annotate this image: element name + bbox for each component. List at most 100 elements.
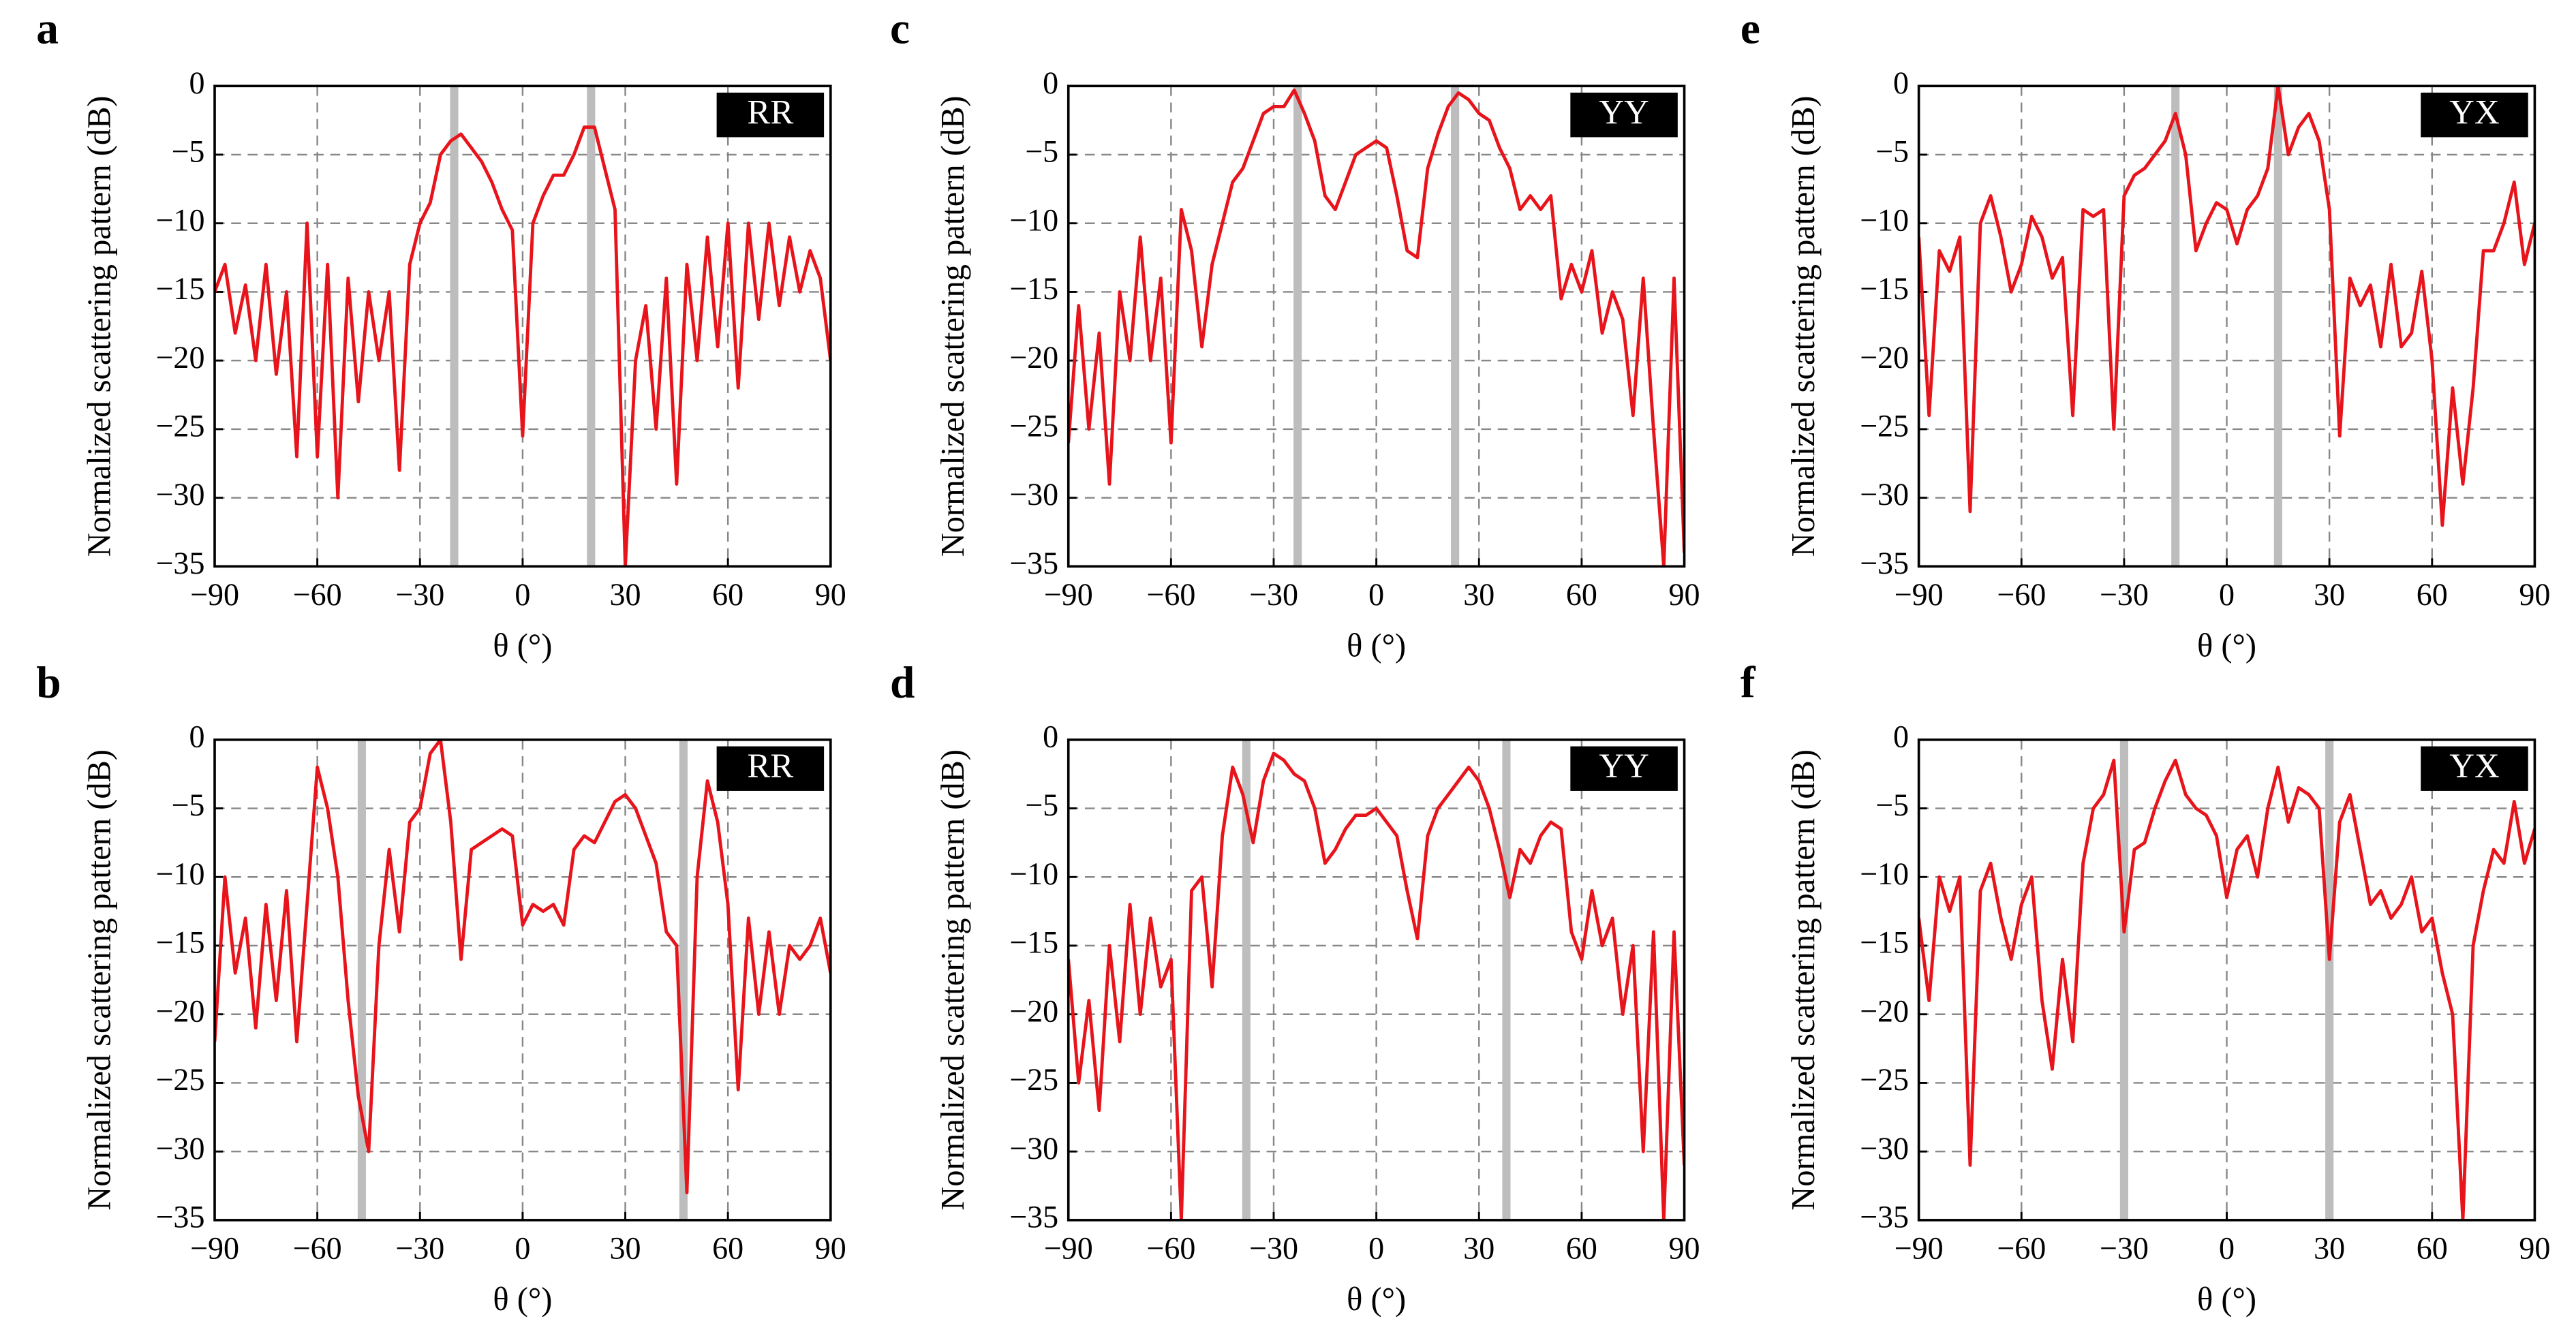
y-tick-label: −25	[155, 1062, 204, 1097]
y-tick-label: −15	[1860, 925, 1909, 960]
y-tick-label: −20	[1860, 993, 1909, 1028]
badge-label: RR	[747, 94, 793, 132]
badge-box	[716, 746, 825, 791]
panel: −90 −60 −30 0 30 60 90 −35 −30 −25 −20 −15 −10 −5 0 YX f…	[1741, 658, 2551, 1318]
y-axis-label: Normalized scattering pattern (dB)	[935, 95, 971, 557]
plot-frame	[213, 738, 832, 1222]
x-axis-label: θ (°)	[493, 1281, 552, 1318]
y-tick-label: −30	[155, 477, 204, 512]
data-line	[1918, 86, 2535, 527]
y-axis-label: Normalized scattering pattern (dB)	[1785, 749, 1822, 1211]
x-tick-label: 30	[2314, 1231, 2345, 1266]
x-tick-label: 30	[610, 577, 641, 612]
data-line	[1918, 758, 2535, 1220]
data-line	[1068, 88, 1685, 567]
x-tick-label: −60	[293, 1231, 342, 1266]
y-tick-label: −5	[1875, 134, 1909, 169]
highlight-band	[2119, 739, 2128, 1220]
x-axis-label: θ (°)	[2197, 628, 2256, 664]
y-tick-label: −5	[1025, 134, 1058, 169]
x-tick-label: −30	[1249, 577, 1298, 612]
badge-label: YY	[1599, 747, 1649, 786]
x-axis-label: θ (°)	[493, 628, 552, 664]
panel: −90 −60 −30 0 30 60 90 −35 −30 −25 −20 −15 −10 −5 0 YX e…	[1741, 5, 2551, 664]
x-tick-label: −90	[1895, 577, 1944, 612]
y-tick-label: −25	[1009, 408, 1058, 443]
y-tick-label: −15	[1009, 925, 1058, 960]
x-tick-label: 90	[1669, 1231, 1700, 1266]
x-tick-label: −90	[190, 1231, 239, 1266]
plot-frame	[1067, 738, 1686, 1222]
x-axis-label: θ (°)	[1347, 1281, 1406, 1318]
plot-frame	[213, 84, 832, 568]
y-tick-label: −20	[155, 340, 204, 375]
y-tick-label: −5	[1875, 788, 1909, 822]
highlight-band	[1502, 739, 1511, 1220]
y-tick-label: −35	[1860, 1199, 1909, 1234]
y-tick-label: 0	[189, 65, 204, 100]
highlight-band	[1293, 86, 1302, 567]
y-tick-label: 0	[1043, 65, 1058, 100]
y-tick-label: −25	[1860, 1062, 1909, 1097]
y-tick-label: −30	[1009, 477, 1058, 512]
plot-frame	[1067, 84, 1686, 568]
x-tick-label: 90	[815, 1231, 846, 1266]
panel: −90 −60 −30 0 30 60 90 −35 −30 −25 −20 −15 −10 −5 0 RR a…	[36, 5, 846, 664]
x-tick-label: 60	[712, 1231, 743, 1266]
x-tick-label: −90	[1044, 577, 1093, 612]
x-tick-label: −30	[2100, 1231, 2149, 1266]
x-tick-label: −90	[1044, 1231, 1093, 1266]
x-tick-label: 60	[2417, 577, 2448, 612]
y-tick-label: −20	[1860, 340, 1909, 375]
panel-letter: a	[36, 5, 59, 54]
y-tick-label: −25	[1860, 408, 1909, 443]
x-tick-label: 0	[2219, 1231, 2235, 1266]
y-tick-label: −5	[1025, 788, 1058, 822]
y-tick-label: −30	[1860, 477, 1909, 512]
x-tick-label: −60	[1997, 1231, 2046, 1266]
plot-frame	[1917, 738, 2536, 1222]
panel-letter: c	[890, 5, 910, 54]
x-tick-label: −60	[1997, 577, 2046, 612]
badge-label: RR	[747, 747, 793, 786]
badge-box	[2421, 92, 2528, 138]
y-axis-label: Normalized scattering pattern (dB)	[1785, 95, 1822, 557]
y-tick-label: −25	[155, 408, 204, 443]
x-tick-label: 30	[1463, 1231, 1494, 1266]
x-tick-label: 0	[1368, 577, 1384, 612]
y-tick-label: −20	[1009, 993, 1058, 1028]
x-axis-label: θ (°)	[1347, 628, 1406, 664]
plot-frame	[1917, 84, 2536, 568]
y-tick-label: −35	[1009, 1199, 1058, 1234]
highlight-band	[587, 86, 596, 567]
highlight-band	[2171, 86, 2180, 567]
data-line	[1068, 751, 1685, 1220]
x-tick-label: 60	[1566, 1231, 1597, 1266]
badge-box	[716, 92, 825, 138]
y-tick-label: −20	[155, 993, 204, 1028]
y-tick-label: −10	[155, 202, 204, 237]
y-tick-label: 0	[1893, 65, 1909, 100]
x-tick-label: 30	[1463, 577, 1494, 612]
badge-box	[1570, 746, 1678, 791]
x-tick-label: 0	[1368, 1231, 1384, 1266]
y-tick-label: −15	[155, 271, 204, 306]
y-tick-label: −30	[155, 1131, 204, 1166]
x-tick-label: −30	[2100, 577, 2149, 612]
y-tick-label: −10	[1860, 202, 1909, 237]
y-tick-label: −10	[1009, 202, 1058, 237]
y-tick-label: −35	[1860, 546, 1909, 580]
x-tick-label: −60	[1146, 577, 1195, 612]
highlight-band	[357, 739, 366, 1220]
x-tick-label: 30	[610, 1231, 641, 1266]
y-tick-label: −10	[1860, 856, 1909, 891]
y-tick-label: −25	[1009, 1062, 1058, 1097]
highlight-band	[1242, 739, 1251, 1220]
y-tick-label: −15	[1009, 271, 1058, 306]
panel-letter: e	[1741, 5, 1760, 54]
panel-letter: f	[1741, 658, 1756, 707]
x-tick-label: 60	[2417, 1231, 2448, 1266]
x-tick-label: −90	[190, 577, 239, 612]
x-tick-label: 60	[712, 577, 743, 612]
